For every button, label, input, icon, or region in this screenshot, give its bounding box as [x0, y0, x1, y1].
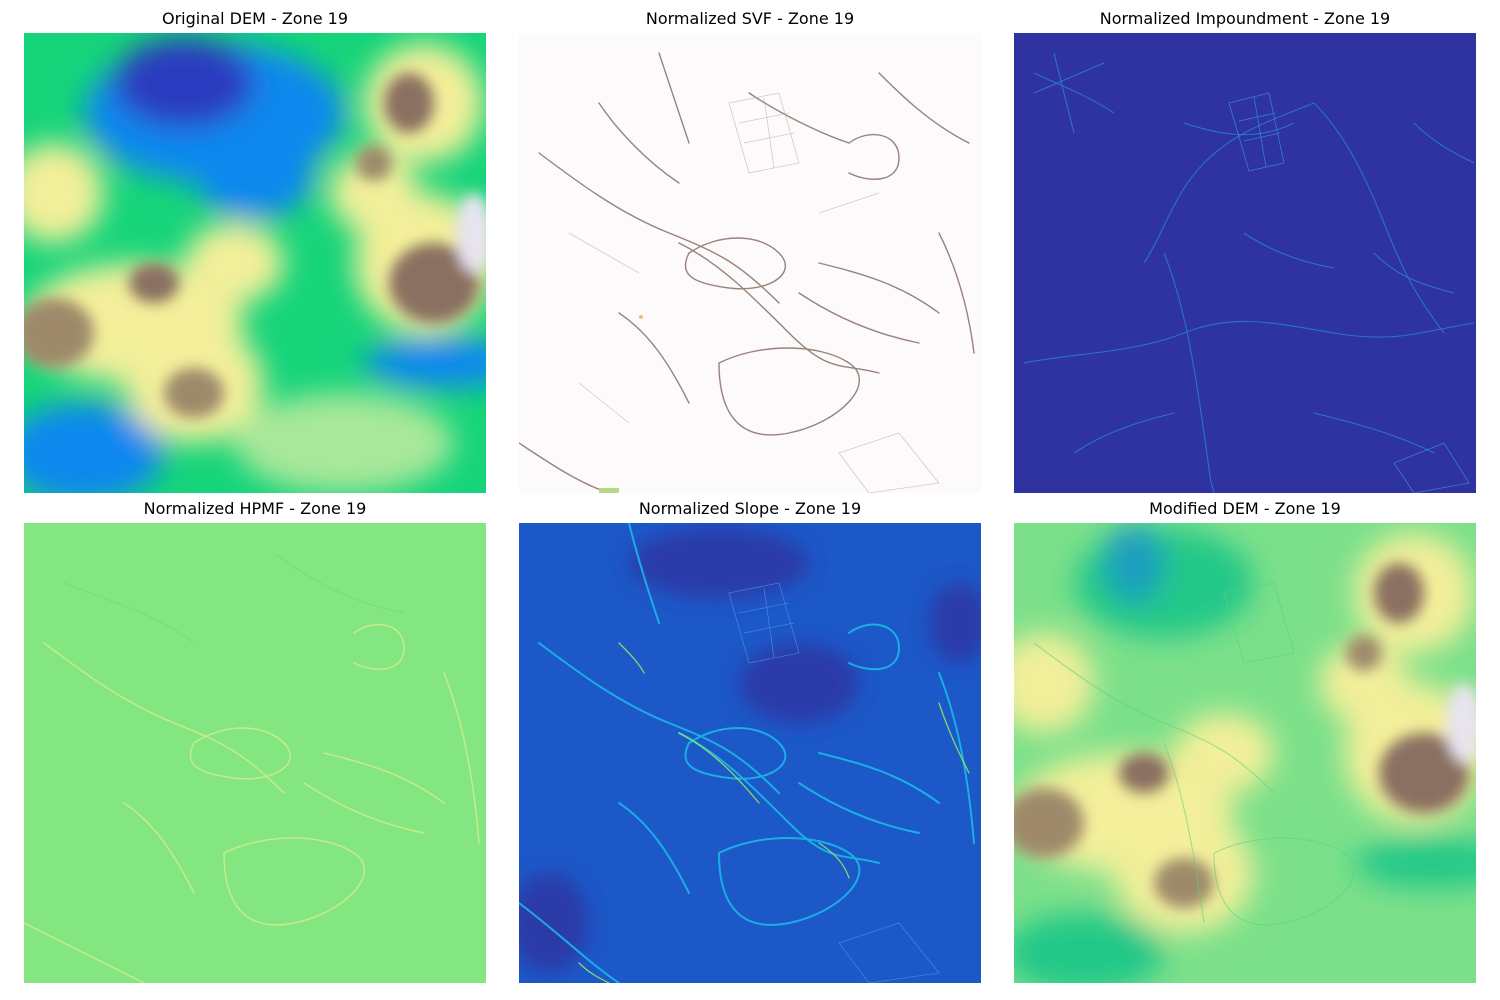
panel-title: Normalized SVF - Zone 19: [645, 9, 855, 28]
panel-title: Modified DEM - Zone 19: [1149, 499, 1341, 518]
panel-title: Normalized Impoundment - Zone 19: [1099, 9, 1391, 28]
original-dem-image: [24, 33, 486, 493]
normalized-impoundment-image: [1014, 33, 1476, 493]
panel-title: Normalized HPMF - Zone 19: [143, 499, 367, 518]
modified-dem-image: [1014, 523, 1476, 983]
normalized-hpmf-image: [24, 523, 486, 983]
normalized-svf-image: [519, 33, 981, 493]
normalized-slope-image: [519, 523, 981, 983]
panel-title: Original DEM - Zone 19: [161, 9, 349, 28]
panel-title: Normalized Slope - Zone 19: [638, 499, 862, 518]
